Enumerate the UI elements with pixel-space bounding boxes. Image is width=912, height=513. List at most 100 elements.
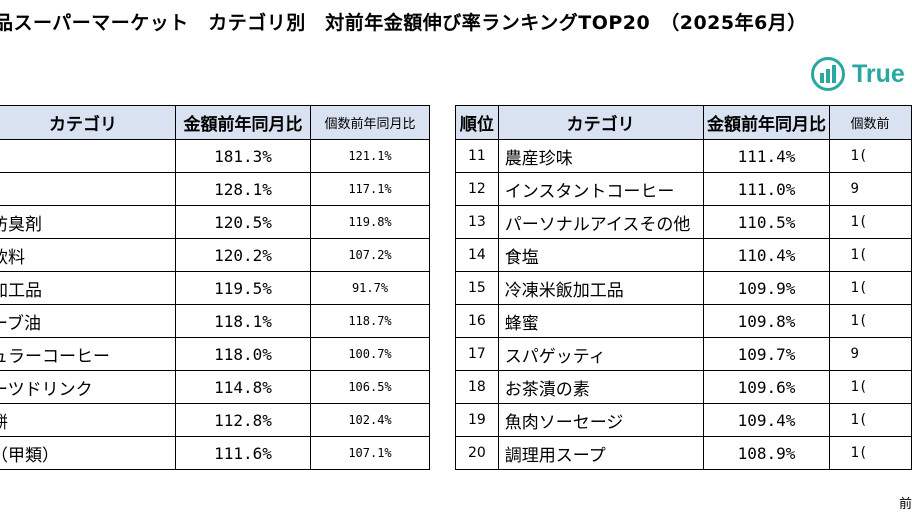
table-row: 16 蜂蜜 109.8% 1(: [455, 304, 912, 338]
count-cell: 9: [829, 172, 912, 206]
ranking-table-left: カテゴリ 金額前年同月比 個数前年同月比 181.3% 121.1% 128.1% 1…: [0, 105, 430, 470]
category-cell: （甲類）: [0, 436, 176, 470]
count-cell: 1(: [829, 370, 912, 404]
amount-cell: 109.6%: [702, 370, 831, 404]
header-category: カテゴリ: [0, 105, 176, 140]
rank-cell: 12: [455, 172, 499, 206]
amount-cell: 110.4%: [702, 238, 831, 272]
table-row: 14 食塩 110.4% 1(: [455, 238, 912, 272]
amount-cell: 120.2%: [175, 238, 311, 272]
category-cell: ュラーコーヒー: [0, 337, 176, 371]
count-cell: 91.7%: [310, 271, 430, 305]
count-cell: 119.8%: [310, 205, 430, 239]
count-cell: 1(: [829, 238, 912, 272]
category-cell: 魚肉ソーセージ: [497, 403, 704, 437]
category-cell: ーツドリンク: [0, 370, 176, 404]
table-row: ュラーコーヒー 118.0% 100.7%: [0, 337, 430, 371]
rank-cell: 15: [455, 271, 499, 305]
category-cell: 蜂蜜: [497, 304, 704, 338]
rank-cell: 13: [455, 205, 499, 239]
amount-cell: 111.0%: [702, 172, 831, 206]
logo-text: True D: [852, 59, 912, 88]
amount-cell: 109.7%: [702, 337, 831, 371]
category-cell: 防臭剤: [0, 205, 176, 239]
category-cell: 食塩: [497, 238, 704, 272]
table-row: 128.1% 117.1%: [0, 172, 430, 206]
rank-cell: 11: [455, 139, 499, 173]
count-cell: 1(: [829, 271, 912, 305]
rank-cell: 17: [455, 337, 499, 371]
table-row: 防臭剤120.5%119.8%: [0, 205, 430, 239]
category-cell: インスタントコーヒー: [497, 172, 704, 206]
table-row: 餅112.8%102.4%: [0, 403, 430, 437]
amount-cell: 118.1%: [175, 304, 311, 338]
count-cell: 1(: [829, 205, 912, 239]
header-category: カテゴリ: [497, 105, 704, 140]
amount-cell: 114.8%: [175, 370, 311, 404]
category-cell: スパゲッティ: [497, 337, 704, 371]
table-row: 11 農産珍味 111.4% 1(: [455, 139, 912, 173]
amount-cell: 181.3%: [175, 139, 311, 173]
amount-cell: 109.9%: [702, 271, 831, 305]
count-cell: 1(: [829, 403, 912, 437]
count-cell: 107.1%: [310, 436, 430, 470]
table-row: 15 冷凍米飯加工品 109.9% 1(: [455, 271, 912, 305]
category-cell: 農産珍味: [497, 139, 704, 173]
amount-cell: 109.4%: [702, 403, 831, 437]
count-cell: 1(: [829, 436, 912, 470]
category-cell: パーソナルアイスその他: [497, 205, 704, 239]
count-cell: 107.2%: [310, 238, 430, 272]
count-cell: 106.5%: [310, 370, 430, 404]
category-cell: 加工品: [0, 271, 176, 305]
amount-cell: 119.5%: [175, 271, 311, 305]
amount-cell: 110.5%: [702, 205, 831, 239]
count-cell: 100.7%: [310, 337, 430, 371]
count-cell: 1(: [829, 304, 912, 338]
table-row: 13 パーソナルアイスその他 110.5% 1(: [455, 205, 912, 239]
table-row: 17 スパゲッティ 109.7% 9: [455, 337, 912, 371]
table-row: 飲料120.2%107.2%: [0, 238, 430, 272]
header-count: 個数前年同月比: [310, 105, 430, 140]
amount-cell: 118.0%: [175, 337, 311, 371]
rank-cell: 19: [455, 403, 499, 437]
count-cell: 9: [829, 337, 912, 371]
table-row: 12 インスタントコーヒー 111.0% 9: [455, 172, 912, 206]
count-cell: 117.1%: [310, 172, 430, 206]
amount-cell: 120.5%: [175, 205, 311, 239]
amount-cell: 109.8%: [702, 304, 831, 338]
category-cell: お茶漬の素: [497, 370, 704, 404]
ranking-table-right: 順位 カテゴリ 金額前年同月比 個数前 11 農産珍味 111.4% 1(12 インスタ…: [455, 105, 912, 470]
count-cell: 102.4%: [310, 403, 430, 437]
category-cell: [0, 172, 176, 206]
table-row: （甲類）111.6%107.1%: [0, 436, 430, 470]
page-title: 品スーパーマーケット カテゴリ別 対前年金額伸び率ランキングTOP20 （202…: [0, 12, 807, 34]
rank-cell: 14: [455, 238, 499, 272]
rank-cell: 16: [455, 304, 499, 338]
rank-cell: 18: [455, 370, 499, 404]
count-cell: 118.7%: [310, 304, 430, 338]
table-header-row: 順位 カテゴリ 金額前年同月比 個数前: [455, 105, 912, 140]
table-row: 18 お茶漬の素 109.6% 1(: [455, 370, 912, 404]
footnote: 前: [899, 497, 912, 512]
table-row: ーブ油118.1%118.7%: [0, 304, 430, 338]
table-header-row: カテゴリ 金額前年同月比 個数前年同月比: [0, 105, 430, 140]
header-amount: 金額前年同月比: [175, 105, 311, 140]
category-cell: 調理用スープ: [497, 436, 704, 470]
category-cell: 飲料: [0, 238, 176, 272]
table-row: 加工品119.5%91.7%: [0, 271, 430, 305]
brand-logo: True D: [810, 56, 912, 92]
category-cell: 冷凍米飯加工品: [497, 271, 704, 305]
amount-cell: 108.9%: [702, 436, 831, 470]
header-amount: 金額前年同月比: [702, 105, 831, 140]
bar-chart-arrow-icon: [811, 57, 845, 91]
table-row: ーツドリンク 114.8% 106.5%: [0, 370, 430, 404]
table-row: 20 調理用スープ 108.9% 1(: [455, 436, 912, 470]
amount-cell: 111.4%: [702, 139, 831, 173]
amount-cell: 128.1%: [175, 172, 311, 206]
amount-cell: 112.8%: [175, 403, 311, 437]
count-cell: 1(: [829, 139, 912, 173]
table-row: 181.3% 121.1%: [0, 139, 430, 173]
category-cell: ーブ油: [0, 304, 176, 338]
amount-cell: 111.6%: [175, 436, 311, 470]
category-cell: [0, 139, 176, 173]
